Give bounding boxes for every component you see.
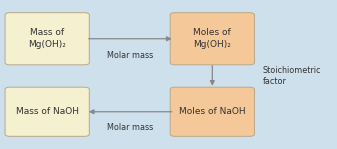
Text: Mass of
Mg(OH)₂: Mass of Mg(OH)₂ — [28, 28, 66, 49]
Text: Moles of
Mg(OH)₂: Moles of Mg(OH)₂ — [193, 28, 231, 49]
Text: Molar mass: Molar mass — [106, 123, 153, 132]
Text: Stoichiometric
factor: Stoichiometric factor — [263, 66, 321, 86]
FancyBboxPatch shape — [170, 13, 254, 65]
FancyBboxPatch shape — [170, 87, 254, 136]
Text: Mass of NaOH: Mass of NaOH — [16, 107, 79, 116]
Text: Moles of NaOH: Moles of NaOH — [179, 107, 246, 116]
Text: Molar mass: Molar mass — [106, 51, 153, 60]
FancyBboxPatch shape — [5, 13, 89, 65]
FancyBboxPatch shape — [5, 87, 89, 136]
